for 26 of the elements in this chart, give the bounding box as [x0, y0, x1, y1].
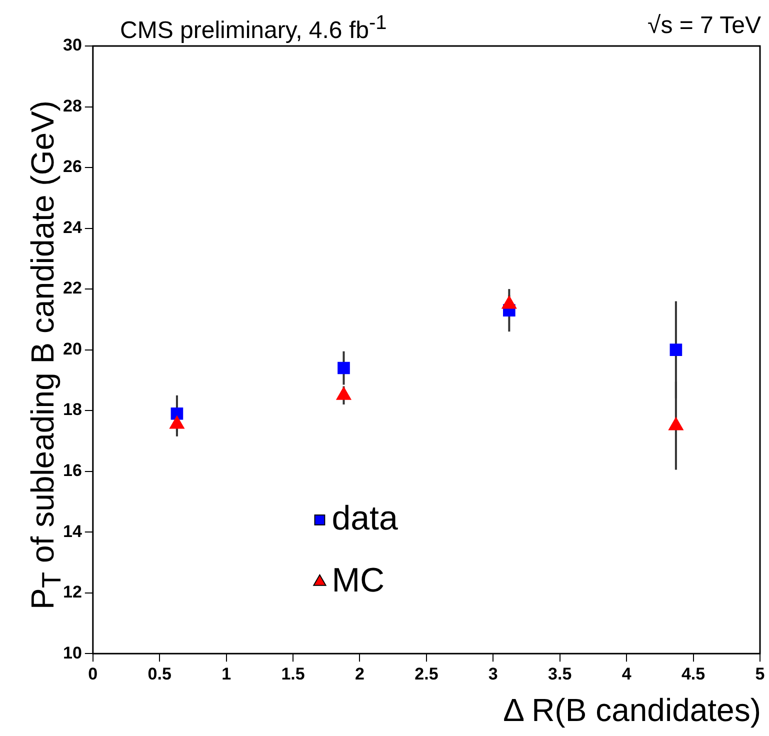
- x-tick-label: 2.5: [414, 664, 438, 684]
- y-tick-label: 16: [62, 461, 82, 480]
- x-tick-label: 4: [622, 664, 632, 684]
- x-tick-label: 0: [88, 664, 98, 684]
- y-tick-label: 22: [62, 278, 82, 298]
- x-tick-label: 3.5: [548, 664, 572, 684]
- chart-title: CMS preliminary, 4.6 fb$^{-1}$: [120, 12, 387, 45]
- x-tick-label: 0.5: [148, 664, 172, 684]
- x-axis-title: Δ R(B candidates): [503, 692, 761, 729]
- x-tick-label: 1.5: [281, 664, 305, 684]
- x-tick-label: 2: [355, 664, 364, 684]
- x-tick-label: 3: [488, 664, 498, 684]
- x-tick-label: 4.5: [681, 664, 706, 684]
- y-tick-label: 28: [62, 96, 82, 116]
- x-tick-label: 5: [755, 664, 765, 684]
- legend-label: MC: [332, 561, 385, 600]
- y-tick-label: 24: [62, 218, 82, 237]
- y-tick-label: 18: [62, 400, 82, 420]
- y-tick-label: 14: [62, 522, 82, 541]
- text: √s = 7 TeV: [648, 12, 761, 40]
- y-tick-label: 10: [62, 643, 82, 662]
- legend-label: data: [332, 499, 398, 538]
- y-tick-label: 26: [62, 157, 82, 176]
- y-tick-label: 30: [62, 36, 82, 55]
- y-tick-label: 20: [62, 339, 82, 358]
- x-tick-label: 1: [222, 664, 232, 684]
